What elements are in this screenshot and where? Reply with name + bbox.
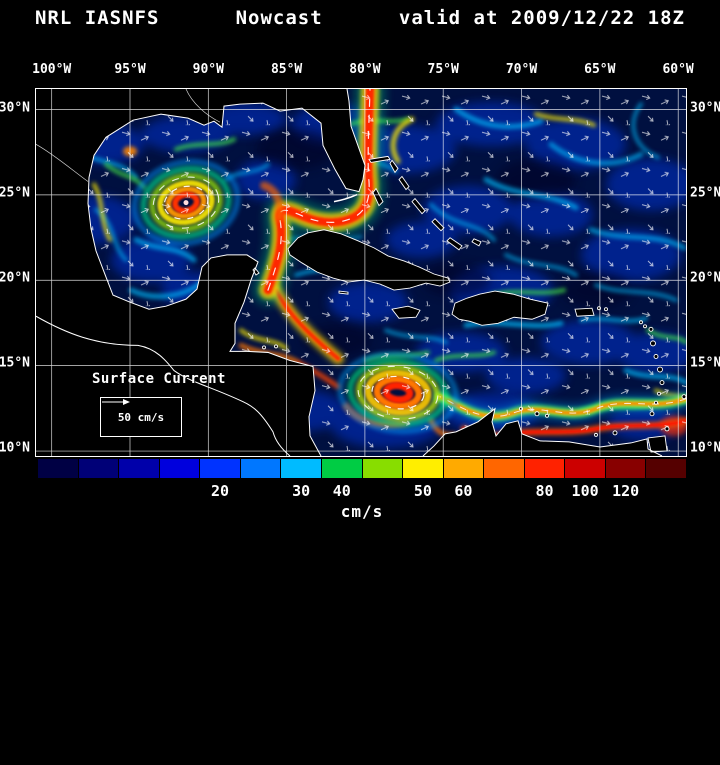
colorbar-segment: 50 (403, 459, 444, 500)
colorbar-segment: 20 (200, 459, 241, 500)
colorbar-segment (484, 459, 525, 478)
lat-label: 10°N (690, 440, 720, 456)
colorbar-segment (646, 459, 686, 478)
map-frame: Surface Current 50 cm/s (35, 88, 687, 457)
colorbar-segment (78, 459, 120, 478)
colorbar-segment (159, 459, 201, 478)
colorbar-tick-label: 30 (292, 482, 311, 500)
lat-labels-right: 30°N 25°N 20°N 15°N 10°N (689, 88, 720, 456)
colorbar-segment (38, 459, 79, 478)
title-bar: NRL IASNFS Nowcast valid at 2009/12/22 1… (35, 7, 685, 29)
colorbar-segment: 30 (281, 459, 322, 500)
lon-label: 60°W (662, 62, 694, 77)
colorbar-segment (240, 459, 282, 478)
map-canvas (36, 89, 686, 456)
lon-label: 90°W (192, 62, 224, 77)
colorbar-segment: 40 (321, 459, 363, 500)
coastline-layer (36, 89, 663, 456)
colorbar-tick-label: 50 (413, 482, 432, 500)
lat-label: 15°N (0, 355, 30, 371)
lat-label: 30°N (0, 100, 30, 116)
current-scale-box: 50 cm/s (100, 397, 182, 437)
lon-label: 70°W (505, 62, 538, 77)
colorbar-tick-label: 120 (612, 482, 640, 500)
colorbar-tick-label: 20 (211, 482, 230, 500)
grid-layer (36, 89, 686, 456)
lon-label: 75°W (427, 62, 459, 77)
colorbar-segment: 120 (605, 459, 647, 500)
lat-label: 30°N (690, 100, 720, 116)
lon-label: 100°W (32, 62, 72, 77)
colorbar-unit: cm/s (340, 502, 384, 521)
screen: { "header": { "product": "NRL IASNFS", "… (0, 7, 720, 521)
lat-label: 15°N (690, 355, 720, 371)
islands-layer (252, 155, 686, 453)
lon-label: 80°W (349, 62, 381, 77)
lat-label: 25°N (0, 185, 30, 201)
colorbar-segment (362, 459, 404, 478)
colorbar-segment: 80 (524, 459, 566, 500)
lat-labels-left: 30°N 25°N 20°N 15°N 10°N (0, 88, 31, 456)
lat-label: 25°N (690, 185, 720, 201)
lon-label: 85°W (270, 62, 303, 77)
colorbar-tick-label: 80 (535, 482, 554, 500)
lat-label: 20°N (690, 270, 720, 286)
colorbar: 20 30 40 50 60 80 100 120 (38, 459, 686, 500)
title-product: NRL IASNFS (35, 7, 160, 29)
lat-label: 20°N (0, 270, 30, 286)
scale-arrow-icon (102, 399, 130, 405)
colorbar-tick-label: 60 (454, 482, 473, 500)
colorbar-tick-label: 40 (332, 482, 351, 500)
lon-label: 95°W (114, 62, 146, 77)
lon-label: 65°W (584, 62, 616, 77)
lon-labels: 100°W 95°W 90°W 85°W 80°W 75°W 70°W 65°W 60°W (32, 62, 694, 80)
title-valid: valid at 2009/12/22 18Z (398, 7, 685, 29)
surface-current-label: Surface Current (92, 371, 226, 387)
title-mode: Nowcast (235, 7, 323, 29)
colorbar-segment (119, 459, 160, 478)
colorbar-segment: 100 (565, 459, 606, 500)
colorbar-tick-label: 100 (571, 482, 599, 500)
scale-value-label: 50 cm/s (117, 410, 165, 424)
colorbar-segment: 60 (443, 459, 485, 500)
lat-label: 10°N (0, 440, 30, 456)
